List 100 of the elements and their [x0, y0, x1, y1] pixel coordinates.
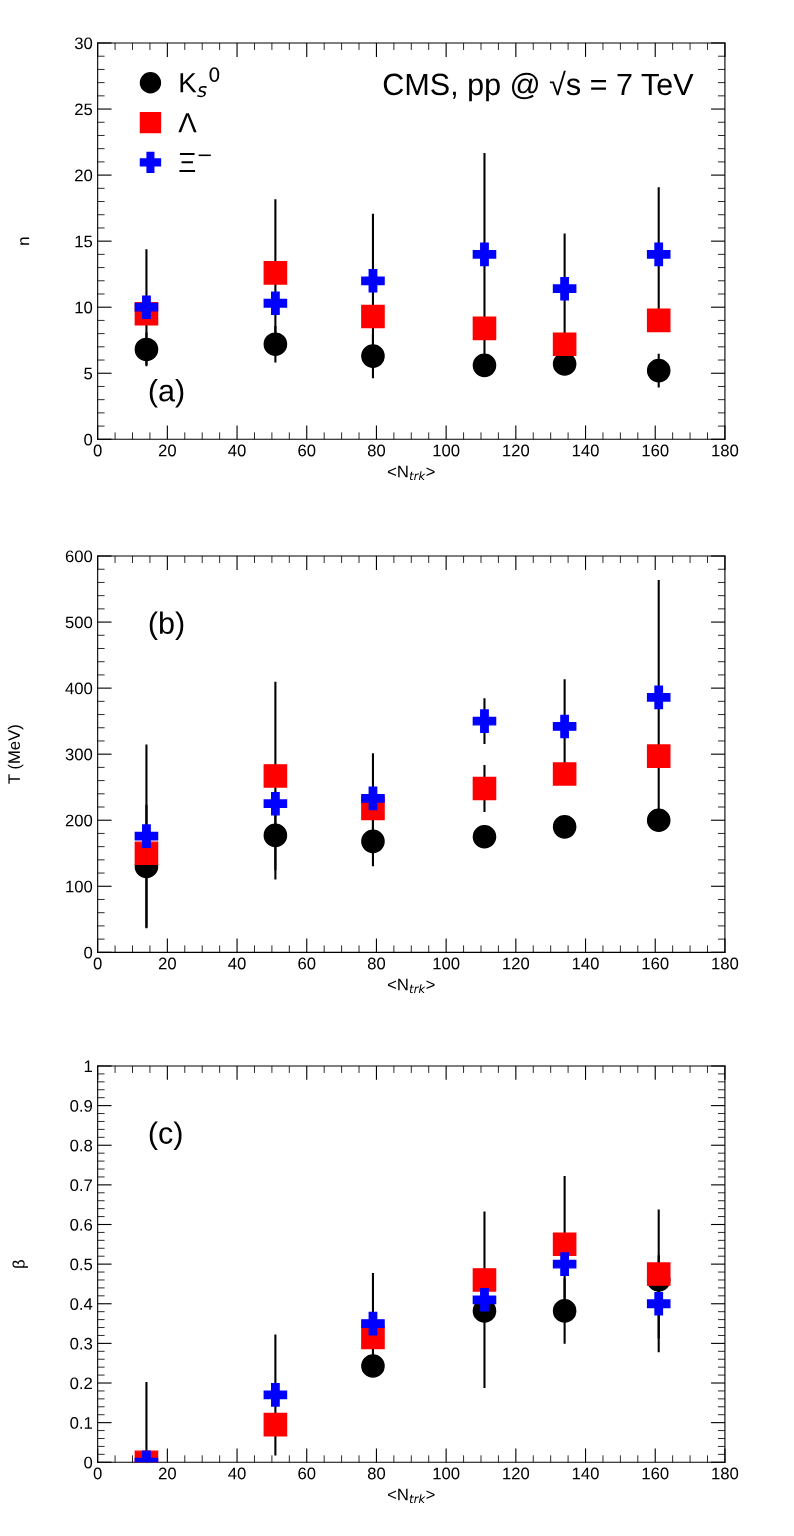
y-tick-label: 1 — [84, 1060, 92, 1073]
point — [472, 776, 497, 801]
x-tick-label: 140 — [572, 957, 599, 970]
y-tick-label: 0.4 — [70, 1298, 93, 1310]
point — [263, 332, 288, 356]
y-tick-label: 0.6 — [70, 1218, 93, 1231]
point — [263, 291, 288, 316]
x-axis-title: <N$_{trk}$> — [387, 1488, 435, 1503]
point — [263, 823, 288, 848]
x-axis-title: <N$_{trk}$> — [387, 978, 435, 994]
x-tick-label: 60 — [298, 957, 316, 970]
point — [263, 1412, 288, 1437]
x-tick-label: 140 — [572, 1467, 599, 1480]
point — [552, 714, 577, 739]
y-tick-label: 5 — [84, 367, 93, 380]
point — [552, 815, 577, 839]
x-tick-label: 160 — [642, 1467, 669, 1480]
x-tick-label: 80 — [367, 444, 386, 457]
point — [472, 1287, 497, 1312]
y-tick-label: 200 — [65, 814, 93, 827]
x-tick-label: 80 — [367, 957, 386, 970]
y-tick-label: 0 — [84, 433, 93, 446]
x-tick-label: 140 — [572, 444, 599, 457]
point — [361, 786, 385, 811]
point — [646, 242, 671, 267]
annotation: (c) — [149, 1121, 182, 1150]
y-axis-title: β — [12, 1259, 28, 1268]
point — [361, 268, 385, 293]
point — [263, 791, 288, 816]
point — [646, 685, 671, 710]
point — [552, 1252, 577, 1276]
x-tick-label: 20 — [158, 957, 176, 970]
x-tick-label: 40 — [228, 957, 246, 970]
y-tick-label: 300 — [65, 748, 93, 761]
x-tick-label: 120 — [503, 1467, 530, 1480]
y-tick-label: 500 — [65, 616, 93, 629]
x-tick-label: 0 — [93, 444, 102, 457]
y-tick-label: 0.8 — [70, 1139, 93, 1152]
point — [361, 1311, 385, 1336]
x-tick-label: 100 — [433, 444, 460, 457]
point — [361, 344, 385, 368]
x-tick-label: 160 — [642, 444, 669, 457]
annotation: (b) — [149, 611, 184, 640]
point — [552, 762, 577, 786]
x-tick-label: 180 — [712, 1467, 739, 1480]
point — [134, 337, 159, 362]
point — [646, 1262, 671, 1286]
y-tick-label: 0.1 — [70, 1417, 92, 1429]
y-tick-label: 600 — [65, 550, 93, 563]
point — [552, 276, 577, 301]
point — [472, 709, 497, 733]
point — [472, 824, 497, 849]
y-tick-label: 0.2 — [70, 1377, 92, 1390]
y-tick-label: 10 — [75, 301, 93, 314]
point — [646, 1291, 671, 1316]
point — [263, 764, 288, 788]
point — [646, 744, 671, 768]
x-tick-label: 60 — [298, 444, 316, 457]
point — [472, 316, 497, 341]
x-tick-label: 20 — [158, 1467, 176, 1480]
x-tick-label: 180 — [712, 444, 739, 457]
y-tick-label: 0.9 — [70, 1100, 93, 1112]
y-tick-label: 100 — [66, 880, 93, 893]
point — [361, 304, 385, 329]
x-tick-label: 0 — [93, 957, 102, 970]
point — [263, 261, 288, 285]
x-tick-label: 20 — [158, 444, 176, 457]
x-tick-label: 0 — [93, 1467, 102, 1480]
x-tick-label: 120 — [503, 957, 530, 970]
legend-label: Λ — [178, 113, 197, 133]
y-tick-label: 20 — [75, 169, 93, 182]
x-axis-title: <N$_{trk}$> — [387, 465, 435, 481]
y-tick-label: 30 — [74, 37, 93, 50]
y-tick-label: 400 — [65, 682, 93, 695]
y-tick-label: 0 — [84, 1456, 93, 1469]
point — [552, 1299, 577, 1323]
y-tick-label: 0.3 — [70, 1337, 93, 1350]
y-axis-title: n — [20, 237, 30, 245]
x-tick-label: 60 — [298, 1467, 316, 1480]
point — [361, 829, 385, 854]
x-tick-label: 100 — [433, 1467, 460, 1480]
annotation: CMS, pp @ √s = 7 TeV — [383, 70, 694, 102]
point — [552, 332, 577, 356]
point — [263, 1383, 288, 1407]
point — [472, 242, 497, 267]
x-tick-label: 40 — [228, 1467, 246, 1480]
point — [472, 353, 497, 378]
y-tick-label: 0.7 — [70, 1179, 92, 1192]
point — [646, 358, 671, 383]
point — [646, 808, 671, 833]
y-tick-label: 0 — [84, 946, 93, 959]
y-tick-label: 0.5 — [70, 1258, 93, 1271]
point — [646, 308, 671, 333]
x-tick-label: 80 — [367, 1467, 386, 1480]
legend-label: Ξ$^{−}$ — [179, 152, 211, 173]
x-tick-label: 180 — [712, 957, 739, 970]
y-tick-label: 15 — [75, 235, 93, 248]
x-tick-label: 100 — [433, 957, 460, 970]
annotation: (a) — [149, 379, 184, 408]
point — [134, 295, 159, 320]
